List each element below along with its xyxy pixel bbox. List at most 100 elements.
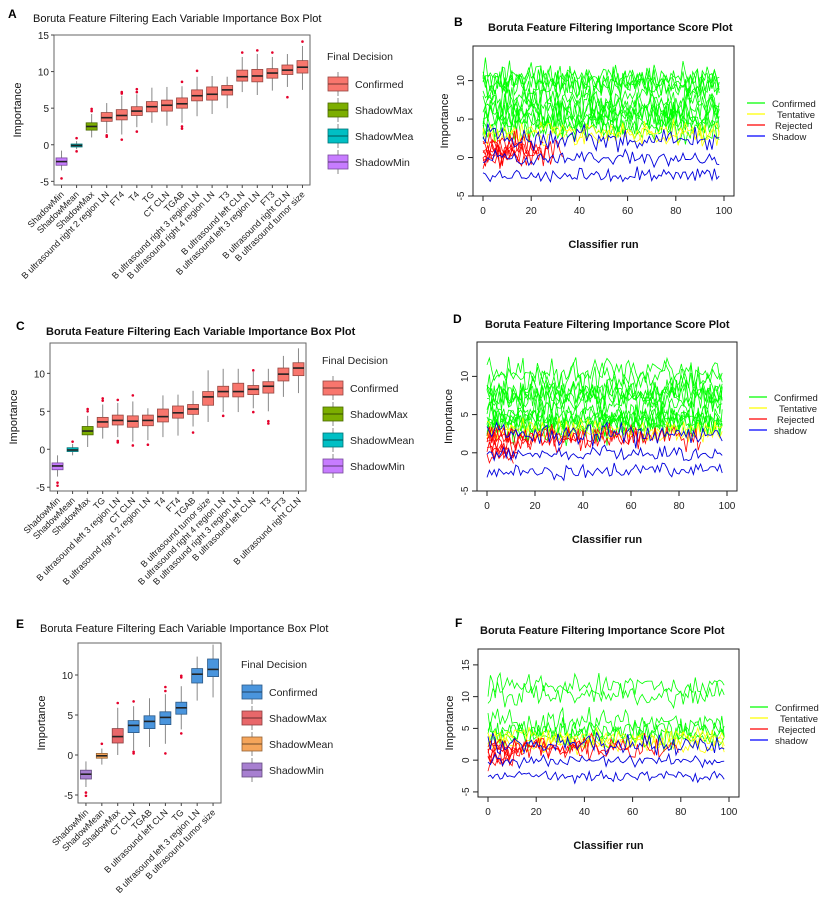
legend-item: ShadowMax bbox=[241, 706, 328, 730]
panel-label: C bbox=[16, 319, 25, 333]
y-tick-label: 0 bbox=[39, 445, 45, 456]
y-tick-label: 10 bbox=[461, 691, 472, 703]
legend-label: ShadowMin bbox=[350, 461, 405, 473]
outlier-point bbox=[179, 732, 183, 735]
legend-label: Confirmed bbox=[775, 703, 819, 714]
shadow-line bbox=[486, 462, 723, 482]
legend-item: Confirmed bbox=[750, 703, 819, 714]
y-tick-label: 15 bbox=[461, 659, 472, 671]
outlier-point bbox=[100, 742, 104, 746]
legend-label: Confirmed bbox=[355, 79, 404, 91]
legend-item: ShadowMean bbox=[241, 732, 333, 756]
outlier-point bbox=[164, 752, 167, 755]
legend-title: Final Decision bbox=[322, 355, 388, 367]
legend-label: ShadowMea bbox=[355, 131, 414, 143]
panel-label: D bbox=[453, 312, 462, 326]
outlier-point bbox=[135, 90, 139, 94]
y-tick-label: 10 bbox=[38, 68, 50, 79]
legend-item: Rejected bbox=[747, 121, 813, 132]
confirmed-line bbox=[482, 57, 720, 94]
shadow-line bbox=[487, 731, 725, 757]
panel-c: C Boruta Feature Filtering Each Variable … bbox=[8, 319, 414, 587]
legend: Final Decision Confirmed ShadowMax ShadowMe… bbox=[327, 51, 414, 174]
legend-item: ShadowMin bbox=[241, 758, 324, 782]
outlier-point bbox=[105, 133, 109, 137]
confirmed-line bbox=[486, 370, 723, 409]
rejected-line bbox=[487, 738, 525, 759]
outlier-point bbox=[146, 443, 150, 447]
x-tick-label: 60 bbox=[625, 501, 637, 512]
outlier-point bbox=[75, 136, 78, 140]
y-tick-label: -5 bbox=[40, 177, 49, 188]
confirmed-line bbox=[487, 706, 725, 741]
outlier-point bbox=[101, 397, 105, 400]
legend: Final Decision Confirmed ShadowMax ShadowMe… bbox=[241, 659, 333, 782]
y-tick-label: 10 bbox=[460, 370, 471, 382]
outlier-point bbox=[116, 439, 120, 443]
y-tick-label: 0 bbox=[456, 154, 467, 160]
outlier-point bbox=[135, 130, 139, 133]
outlier-point bbox=[179, 674, 183, 678]
x-tick-label: 20 bbox=[531, 807, 543, 818]
box-iqr bbox=[262, 381, 275, 394]
legend-item: ShadowMax bbox=[327, 98, 414, 122]
legend-item: Tentative bbox=[747, 110, 815, 121]
x-tick-label: 40 bbox=[579, 807, 591, 818]
rejected-line bbox=[486, 422, 648, 449]
outlier-point bbox=[195, 69, 199, 73]
x-tick-label: 0 bbox=[484, 501, 490, 512]
legend-label: shadow bbox=[774, 426, 807, 437]
legend-item: Confirmed bbox=[322, 376, 399, 400]
chart-title: Boruta Feature Filtering Importance Scor… bbox=[488, 22, 733, 34]
box-iqr bbox=[157, 408, 169, 423]
shadow-line bbox=[482, 123, 720, 153]
y-tick-label: 5 bbox=[456, 116, 467, 122]
outlier-point bbox=[180, 80, 184, 84]
outlier-point bbox=[86, 410, 89, 413]
x-axis-label: Classifier run bbox=[568, 239, 639, 251]
y-tick-label: 10 bbox=[456, 75, 467, 87]
legend-label: Rejected bbox=[778, 725, 816, 736]
y-tick-label: 5 bbox=[461, 725, 472, 731]
x-tick-label: 0 bbox=[485, 807, 491, 818]
legend-item: ShadowMin bbox=[327, 150, 410, 174]
y-tick-label: 0 bbox=[43, 141, 49, 152]
tentative-line bbox=[487, 733, 725, 755]
legend-label: ShadowMax bbox=[355, 105, 414, 117]
panel-e: E Boruta Feature Filtering Each Variable … bbox=[16, 617, 333, 895]
panel-f: F Boruta Feature Filtering Importance Sco… bbox=[444, 616, 819, 852]
outlier-point bbox=[271, 51, 274, 54]
legend-item: Tentative bbox=[749, 404, 817, 415]
outlier-point bbox=[180, 127, 184, 130]
outlier-point bbox=[90, 109, 93, 113]
legend-title: Final Decision bbox=[327, 51, 393, 63]
outlier-point bbox=[301, 40, 304, 43]
x-axis-label: Classifier run bbox=[573, 840, 644, 852]
x-tick-label: 100 bbox=[719, 501, 736, 512]
shadow-line bbox=[482, 148, 720, 169]
y-axis-label: Importance bbox=[439, 93, 451, 148]
legend-label: ShadowMin bbox=[269, 765, 324, 777]
panel-b: B Boruta Feature Filtering Importance Sco… bbox=[439, 15, 816, 251]
rejected-line bbox=[487, 747, 520, 767]
rejected-line bbox=[486, 424, 701, 453]
tentative-line bbox=[482, 118, 720, 146]
box-iqr bbox=[292, 362, 305, 377]
rejected-line bbox=[486, 424, 581, 453]
confirmed-line bbox=[486, 358, 723, 395]
x-tick-label: 80 bbox=[670, 206, 682, 217]
confirmed-line bbox=[482, 79, 720, 120]
legend-item: shadow bbox=[749, 426, 807, 437]
legend-item: ShadowMin bbox=[322, 454, 405, 478]
y-axis-label: Importance bbox=[8, 389, 20, 444]
y-tick-label: -5 bbox=[460, 486, 471, 495]
confirmed-line bbox=[482, 65, 720, 98]
legend-label: Confirmed bbox=[774, 393, 818, 404]
y-axis-label: Importance bbox=[12, 82, 24, 137]
x-tick-label: FT4 bbox=[108, 189, 126, 207]
outlier-point bbox=[132, 750, 135, 754]
shadow-line bbox=[482, 166, 720, 183]
confirmed-line bbox=[482, 85, 720, 122]
